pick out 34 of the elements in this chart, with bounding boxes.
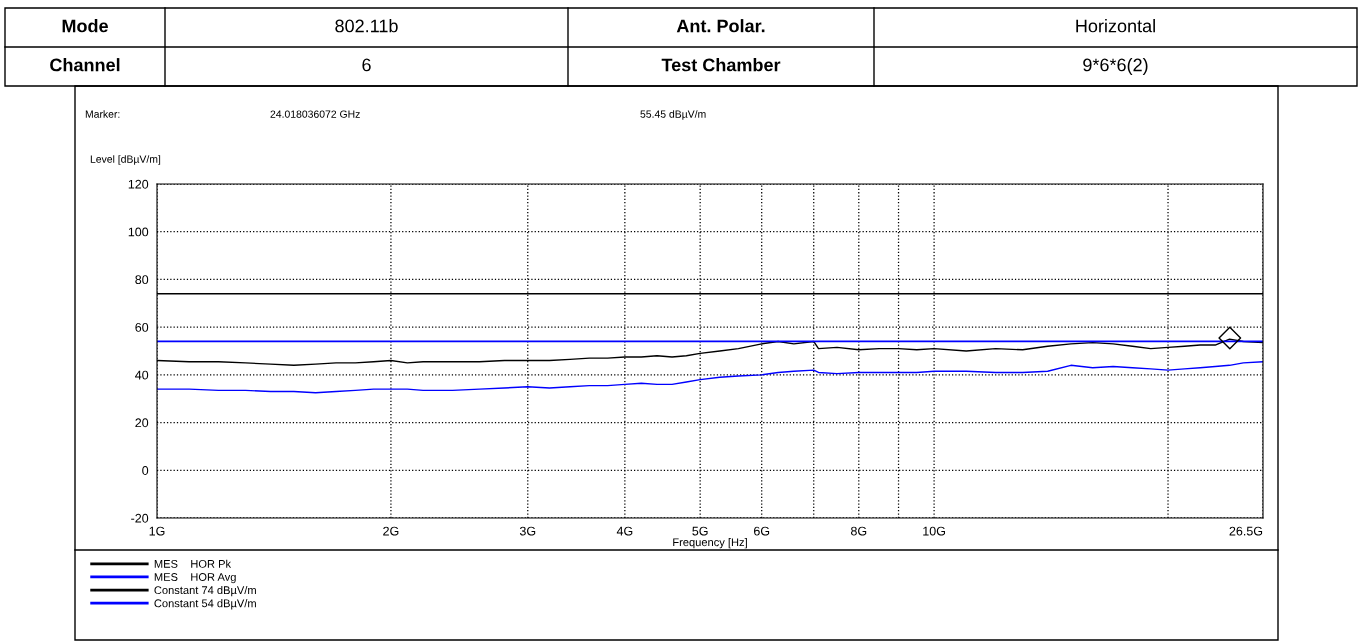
text: Mode: [62, 19, 108, 33]
x-tick-label: 8G: [850, 526, 867, 536]
text: Channel: [50, 58, 120, 72]
legend-label: MES HOR Avg: [154, 573, 236, 584]
x-tick-label: 26.5G: [1229, 526, 1263, 536]
text: 24.018036072 GHz: [270, 110, 360, 118]
x-tick-label: 5G: [692, 526, 708, 536]
text: Marker:: [85, 110, 120, 118]
y-tick-label: 40: [135, 370, 149, 380]
text: 55.45 dBµV/m: [640, 110, 706, 120]
x-tick-label: 3G: [519, 526, 536, 536]
text: 6: [362, 58, 371, 72]
x-axis-title: Frequency [Hz]: [673, 537, 747, 549]
y-tick-label: 80: [135, 275, 149, 285]
x-tick-label: 10G: [923, 526, 945, 536]
text: Horizontal: [1076, 19, 1155, 33]
x-tick-label: 6G: [754, 526, 770, 536]
text: Ant. Polar.: [676, 19, 765, 33]
text: Test Chamber: [661, 58, 781, 72]
y-tick-label: 0: [142, 466, 149, 475]
text: 9*6*6(2): [1083, 58, 1148, 75]
legend-label: MES HOR Pk: [154, 559, 232, 568]
y-tick-label: 100: [128, 227, 149, 237]
y-axis-title: Level [dBµV/m]: [90, 155, 161, 165]
x-tick-label: 2G: [383, 526, 399, 536]
legend-label: Constant 54 dBµV/m: [154, 599, 256, 610]
y-tick-label: 60: [135, 322, 149, 332]
y-tick-label: 20: [135, 418, 149, 428]
y-tick-label: -20: [131, 513, 149, 523]
x-tick-label: 4G: [616, 526, 633, 536]
x-tick-label: 1G: [149, 526, 165, 536]
text: 802.11b: [335, 19, 398, 33]
legend-label: Constant 74 dBµV/m: [154, 585, 256, 597]
y-tick-label: 120: [128, 179, 149, 189]
